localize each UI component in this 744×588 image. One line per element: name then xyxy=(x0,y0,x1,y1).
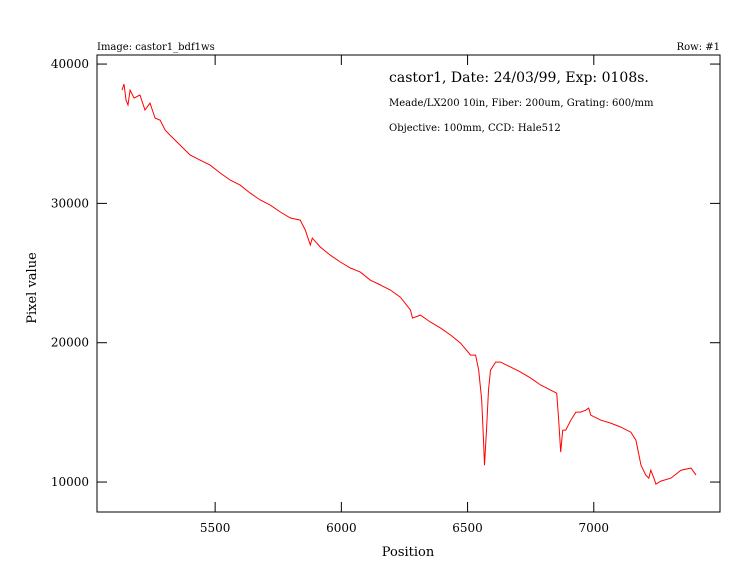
x-tick-label: 6500 xyxy=(452,521,483,535)
x-tick-label: 5500 xyxy=(200,521,231,535)
x-axis-label: Position xyxy=(382,545,435,560)
plot-frame xyxy=(96,54,721,513)
chart-subtitle: Row: #1 xyxy=(677,42,720,53)
annotation: Meade/LX200 10in, Fiber: 200um, Grating:… xyxy=(389,98,654,109)
y-axis-label: Pixel value xyxy=(25,252,40,324)
y-tick-label: 20000 xyxy=(51,336,89,350)
y-tick-label: 30000 xyxy=(51,196,89,210)
x-tick-label: 7000 xyxy=(579,521,610,535)
y-tick-label: 40000 xyxy=(51,57,89,71)
x-tick-label: 6000 xyxy=(326,521,357,535)
annotation: Objective: 100mm, CCD: Hale512 xyxy=(389,123,561,134)
annotation: castor1, Date: 24/03/99, Exp: 0108s. xyxy=(389,70,649,86)
chart-title: Image: castor1_bdf1ws xyxy=(97,42,215,53)
spectrum-line xyxy=(121,83,697,485)
y-tick-label: 10000 xyxy=(51,475,89,489)
